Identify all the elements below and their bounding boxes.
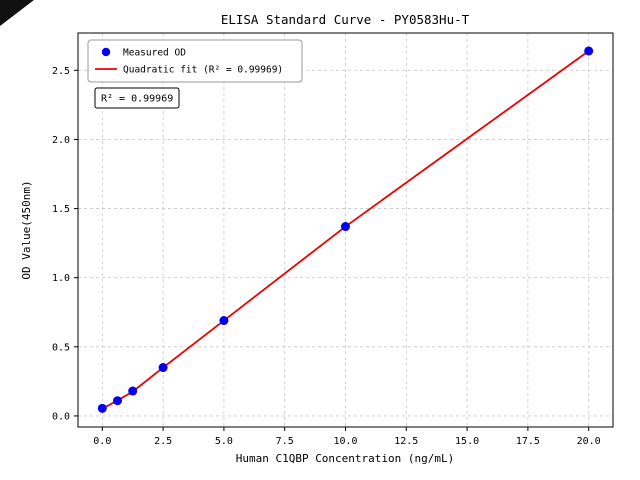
x-tick-label: 7.5	[276, 436, 294, 447]
x-tick-label: 17.5	[516, 436, 540, 447]
y-tick-label: 2.0	[52, 135, 70, 146]
data-point	[584, 46, 594, 56]
legend-box	[87, 39, 303, 83]
annotation-text: R² = 0.99969	[101, 94, 173, 105]
x-tick-label: 10.0	[333, 436, 357, 447]
y-tick-label: 0.5	[52, 342, 70, 353]
data-point	[113, 396, 123, 406]
x-tick-label: 12.5	[394, 436, 418, 447]
x-tick-label: 15.0	[455, 436, 479, 447]
corner-mark	[0, 0, 34, 26]
x-tick-label: 0.0	[93, 436, 111, 447]
legend-label-measured-od: Measured OD	[123, 47, 186, 58]
y-tick-label: 1.0	[52, 273, 70, 284]
x-tick-label: 2.5	[154, 436, 172, 447]
r-squared-annotation: R² = 0.99969	[94, 87, 180, 109]
legend-marker-measured-od	[101, 47, 111, 57]
grid-lines	[78, 33, 613, 427]
y-tick-label: 0.0	[52, 411, 70, 422]
y-tick-label: 2.5	[52, 66, 70, 77]
annotation-box	[94, 87, 180, 109]
legend-label-quadratic-fit: Quadratic fit (R² = 0.99969)	[123, 64, 283, 75]
data-point	[97, 403, 107, 413]
axis-ticks: 0.0 2.5 5.0 7.5 10.0 12.5 15.0 17.5 20.0 0.0 0.5 1.…	[52, 66, 601, 447]
y-axis-label: OD Value(450nm)	[20, 180, 33, 279]
data-point	[128, 386, 138, 396]
data-point	[219, 316, 229, 326]
data-point	[158, 363, 168, 373]
chart-title: ELISA Standard Curve - PY0583Hu-T	[221, 12, 470, 27]
data-series	[97, 46, 594, 413]
x-tick-label: 5.0	[215, 436, 233, 447]
legend: Measured OD Quadratic fit (R² = 0.99969)	[87, 39, 303, 83]
x-tick-label: 20.0	[577, 436, 601, 447]
y-tick-label: 1.5	[52, 204, 70, 215]
x-axis-label: Human C1QBP Concentration (ng/mL)	[236, 452, 455, 465]
data-point	[341, 222, 350, 232]
